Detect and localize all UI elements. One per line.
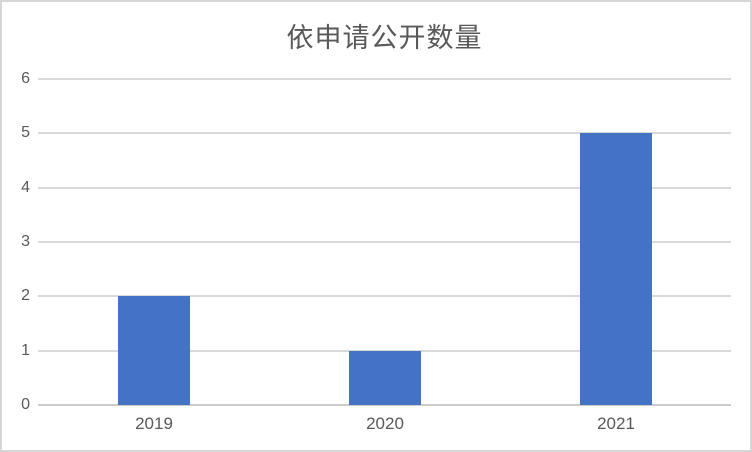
- y-tick-label-3: 3: [21, 233, 30, 250]
- gridline-y3: [38, 241, 731, 243]
- plot-area: [38, 78, 731, 406]
- x-tick-label-2019: 2019: [135, 414, 173, 433]
- bar-2021: [580, 133, 652, 405]
- y-tick-label-2: 2: [21, 287, 30, 305]
- gridline-y1: [38, 349, 731, 352]
- chart-title: 依申请公开数量: [286, 23, 483, 53]
- gridline-y2: [38, 295, 731, 298]
- y-tick-label-0: 0: [21, 396, 30, 413]
- x-axis: 2019 2020 2021: [38, 414, 731, 440]
- y-tick-label-4: 4: [21, 178, 30, 196]
- y-tick-label-1: 1: [21, 341, 30, 359]
- y-tick-label-6: 6: [21, 70, 30, 87]
- gridline-y5: [38, 132, 731, 135]
- y-axis: 0 1 2 3 4 5 6: [2, 2, 32, 450]
- bar-2019: [118, 296, 190, 405]
- x-axis-line: [38, 404, 731, 406]
- bar-2020: [349, 351, 421, 405]
- x-tick-label-2021: 2021: [597, 414, 635, 433]
- x-tick-label-2020: 2020: [366, 414, 404, 433]
- y-tick-label-5: 5: [21, 124, 30, 142]
- gridline-y6: [38, 78, 731, 80]
- gridline-y4: [38, 186, 731, 189]
